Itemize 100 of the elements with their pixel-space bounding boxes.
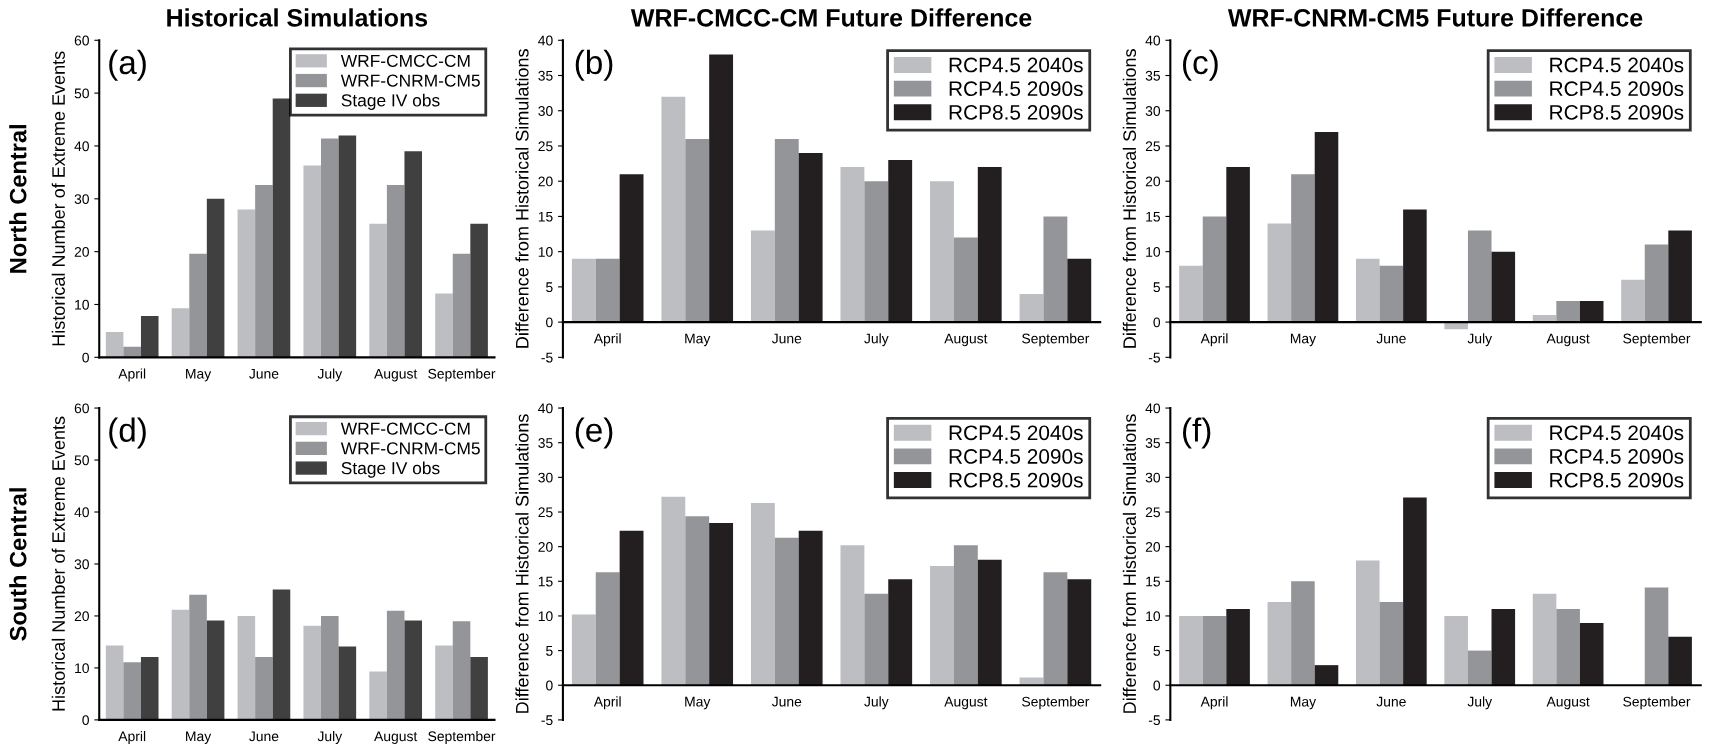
bar	[123, 662, 141, 720]
bar	[977, 559, 1002, 686]
bar	[303, 625, 322, 720]
bar	[888, 160, 913, 323]
bar	[953, 545, 978, 686]
bar	[595, 258, 620, 323]
legend-label: WRF-CMCC-CM	[340, 422, 470, 435]
bar	[404, 151, 423, 358]
y-tick-label: 15	[538, 211, 553, 222]
x-tick-label: May	[685, 333, 711, 347]
legend-label: Stage IV obs	[341, 461, 440, 478]
y-tick-label: 5	[546, 646, 553, 656]
y-tick-label: 10	[75, 663, 89, 674]
bar	[1314, 665, 1339, 686]
x-tick-label: May	[186, 731, 212, 744]
bar	[1202, 216, 1227, 323]
y-tick-label: 30	[538, 106, 553, 116]
x-tick-label: June	[771, 333, 802, 344]
x-tick-label: April	[1200, 696, 1228, 710]
x-tick-label: May	[1290, 696, 1317, 710]
bar	[1043, 216, 1068, 323]
bar	[140, 316, 159, 358]
y-tick-label: 30	[1145, 106, 1161, 116]
y-tick-label: 25	[538, 141, 553, 152]
y-tick-label: 25	[1145, 507, 1161, 518]
y-tick-label: 40	[1145, 35, 1161, 46]
bar	[105, 645, 124, 720]
y-tick-label: 0	[1153, 680, 1161, 691]
bar	[338, 135, 357, 358]
bar	[1019, 293, 1044, 323]
x-tick-label: August	[374, 731, 418, 744]
bar	[1556, 300, 1580, 323]
bar	[1067, 258, 1092, 323]
y-tick-label: 30	[1145, 472, 1161, 483]
bar	[386, 185, 405, 358]
x-tick-label: September	[1623, 333, 1691, 347]
bar	[272, 98, 291, 358]
y-axis-title: Historical Number of Extreme Events	[51, 416, 65, 711]
bar	[1179, 615, 1203, 686]
x-tick-label: July	[864, 696, 889, 710]
bar	[206, 620, 225, 720]
y-tick-label: 0	[1153, 317, 1161, 328]
bar	[571, 258, 596, 323]
bar	[1532, 593, 1557, 686]
y-axis-title: Difference from Historical Simulations	[515, 49, 529, 348]
bar	[1668, 230, 1692, 323]
bar	[709, 523, 734, 686]
y-tick-label: 10	[1146, 246, 1161, 257]
annotation: (a)	[109, 49, 146, 81]
x-tick-label: July	[317, 368, 343, 382]
x-tick-label: April	[593, 696, 621, 710]
bar	[1444, 615, 1468, 686]
bar	[171, 609, 190, 720]
y-tick-label: 40	[538, 35, 553, 46]
bar	[1491, 609, 1516, 686]
bar	[452, 621, 471, 720]
chart-title: WRF-CNRM-CM5 Future Difference	[1227, 8, 1643, 27]
bar	[1644, 244, 1669, 323]
bar	[435, 645, 453, 720]
y-tick-label: 40	[74, 141, 89, 152]
bar	[1379, 602, 1404, 686]
chart-title: WRF-CMCC-CM Future Difference	[630, 8, 1032, 27]
y-tick-label: 10	[538, 246, 553, 257]
chart-title: Historical Simulations	[167, 8, 428, 27]
y-tick-label: 50	[74, 88, 89, 99]
bar	[1267, 602, 1292, 686]
y-tick-label: 10	[1146, 611, 1161, 622]
bar	[840, 167, 865, 323]
x-tick-label: April	[1200, 333, 1228, 347]
y-tick-label: 15	[1146, 211, 1161, 222]
bar	[470, 223, 488, 358]
x-tick-label: August	[1546, 333, 1590, 347]
bar	[709, 54, 734, 323]
bar	[1067, 579, 1092, 686]
legend-label: RCP4.5 2040s	[949, 425, 1083, 441]
bar	[840, 545, 865, 686]
y-tick-label: 25	[538, 507, 553, 518]
bar	[255, 657, 273, 720]
y-tick-label: 5	[1153, 282, 1161, 293]
bar	[435, 293, 453, 358]
y-axis-title: Difference from Historical Simulations	[1122, 49, 1137, 348]
x-tick-label: July	[1467, 333, 1493, 347]
bar	[1291, 581, 1315, 686]
y-tick-label: 20	[1145, 541, 1161, 552]
bar	[930, 566, 954, 686]
bar	[255, 185, 273, 358]
x-tick-label: June	[249, 368, 279, 379]
y-tick-label: 30	[74, 194, 89, 204]
bar	[1355, 560, 1380, 686]
legend-label: Stage IV obs	[341, 93, 440, 110]
bar	[470, 657, 488, 720]
y-tick-label: -5	[541, 715, 553, 726]
annotation: (e)	[575, 417, 613, 449]
bar	[1579, 300, 1604, 323]
bar	[1226, 167, 1250, 323]
bar	[619, 174, 644, 323]
x-tick-label: September	[428, 731, 496, 744]
legend-label: RCP4.5 2090s	[949, 449, 1083, 464]
bar	[661, 96, 686, 323]
annotation: (c)	[1183, 49, 1218, 81]
